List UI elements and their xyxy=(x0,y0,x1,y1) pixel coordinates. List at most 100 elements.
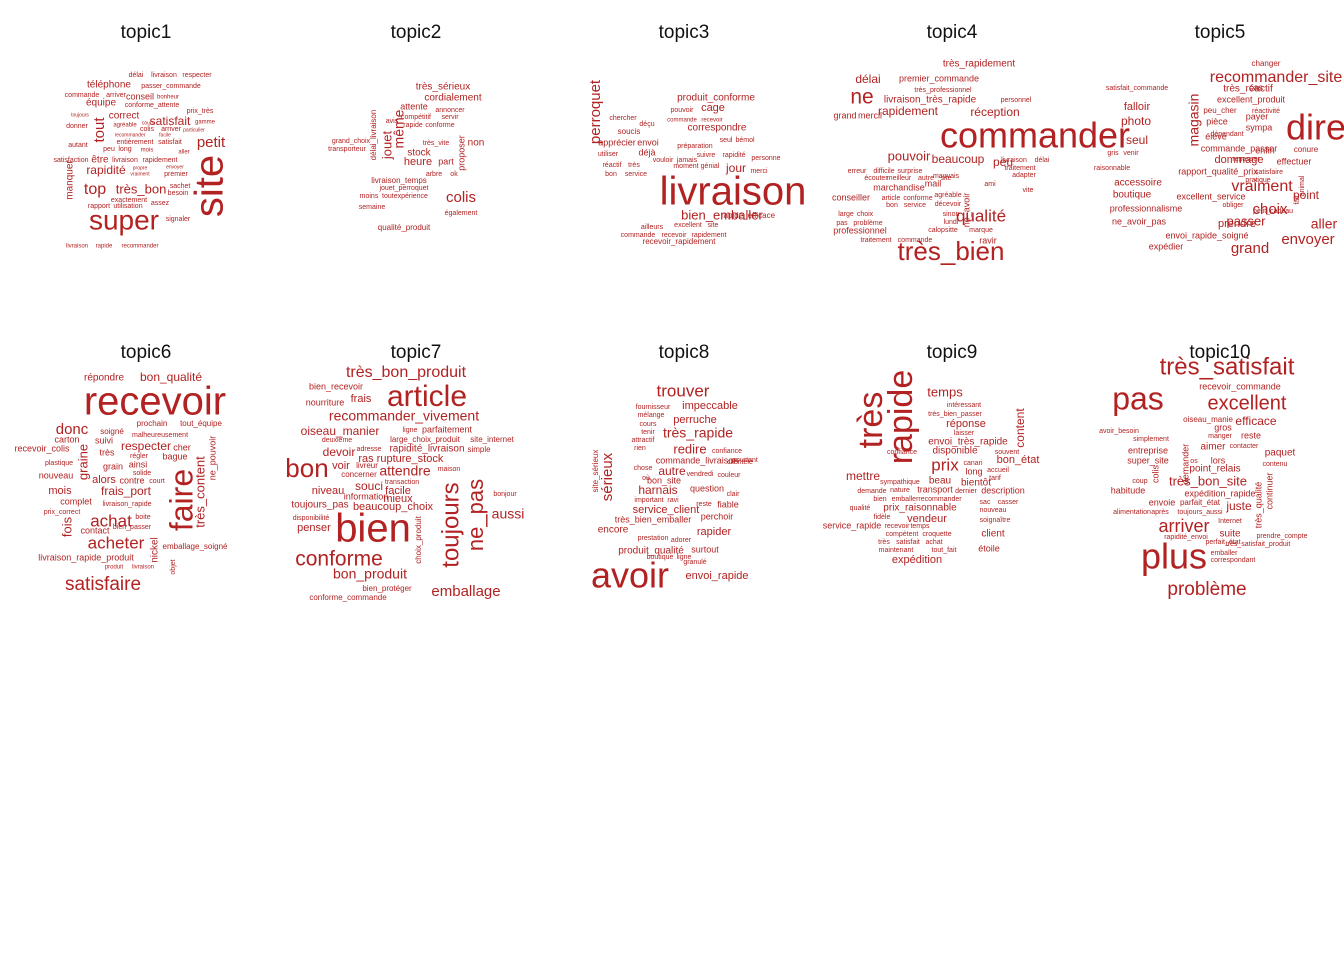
cloud-word: contacter xyxy=(1230,443,1259,450)
cloud-word: bon_état xyxy=(997,454,1040,466)
cloud-word: choix_produit xyxy=(414,515,423,563)
cloud-word: attente xyxy=(400,101,428,111)
cloud-word: perchoir xyxy=(701,511,734,521)
cloud-word: acheter xyxy=(88,533,145,552)
cloud-word: répondre xyxy=(84,373,124,384)
cloud-word: utilisation xyxy=(113,203,142,210)
cloud-word: tarif xyxy=(989,475,1001,482)
cloud-word: bémol xyxy=(735,137,755,144)
cloud-word: efficace xyxy=(1235,414,1276,428)
cloud-word: chose xyxy=(634,465,653,472)
cloud-word: toujours xyxy=(437,482,464,567)
cloud-word: marchandise xyxy=(873,182,925,192)
cloud-word: recevoir_commande xyxy=(1199,381,1281,391)
cloud-word: très_sérieux xyxy=(416,82,470,93)
cloud-word: Internet xyxy=(1218,518,1242,525)
cloud-word: frais_port xyxy=(101,484,152,498)
cloud-word: bonjour xyxy=(493,491,517,498)
cloud-word: alimentation xyxy=(1113,509,1151,516)
cloud-word: toujours xyxy=(71,112,89,118)
cloud-word: sérieux xyxy=(599,452,616,501)
cloud-word: important xyxy=(634,497,663,504)
cloud-word: seul xyxy=(720,137,733,144)
cloud-word: bon xyxy=(285,453,328,483)
cloud-word: repasser xyxy=(1232,156,1260,163)
cloud-word: plus xyxy=(1141,536,1207,577)
cloud-word: ne_pouvoir xyxy=(207,436,217,481)
topic-panel-6: recevoir faire achat acheter satisfaire donc r… xyxy=(12,320,280,640)
cloud-word: perfait_état xyxy=(1205,539,1240,546)
cloud-word: recommander_site xyxy=(1210,69,1343,86)
cloud-word: gris xyxy=(1107,150,1119,157)
cloud-word: carton xyxy=(54,434,79,444)
cloud-word: ligne xyxy=(403,427,418,434)
cloud-word: recevoir xyxy=(885,523,911,530)
cloud-word: vendeur xyxy=(907,513,947,525)
cloud-word: peu_cher xyxy=(1203,106,1237,115)
cloud-word: nouveau xyxy=(980,507,1007,514)
topic-title: topic3 xyxy=(658,22,710,43)
cloud-word: ne_pas xyxy=(463,479,488,551)
cloud-word: très_bon xyxy=(116,181,167,196)
cloud-word: correct xyxy=(109,111,140,122)
cloud-word: prix xyxy=(931,455,959,474)
cloud-word: problème xyxy=(853,220,882,227)
cloud-word: long xyxy=(965,466,982,476)
cloud-word: grand xyxy=(833,110,856,120)
cloud-word: ravir xyxy=(979,235,997,245)
cloud-word: être xyxy=(91,155,109,166)
cloud-word: très_bien_passer xyxy=(928,411,982,418)
cloud-word: agréable xyxy=(934,192,961,199)
cloud-word: article xyxy=(882,195,901,202)
cloud-word: livraison xyxy=(1001,157,1027,164)
cloud-word: rien xyxy=(634,445,646,452)
cloud-word: vraiment xyxy=(1231,178,1293,195)
cloud-word: très_content xyxy=(192,456,207,528)
cloud-word: facile xyxy=(385,485,411,497)
cloud-word: lundi xyxy=(944,219,959,226)
cloud-word: part xyxy=(438,156,454,166)
cloud-word: vendredi xyxy=(687,471,714,478)
cloud-word: maison xyxy=(438,466,461,473)
cloud-word: commander xyxy=(940,115,1130,156)
cloud-word: prochain xyxy=(137,419,168,428)
topic-panel-5: dire recommander_site vraiment choix grand en… xyxy=(1086,0,1344,320)
cloud-word: autre xyxy=(918,175,934,182)
cloud-word: sympathique xyxy=(880,479,920,486)
cloud-word: recevoir xyxy=(84,380,226,424)
cloud-word: grain xyxy=(103,461,123,471)
cloud-word: satisfait xyxy=(158,139,182,146)
cloud-word: bon_produit xyxy=(333,566,407,582)
cloud-word: achat xyxy=(90,511,132,530)
cloud-word: après xyxy=(1151,509,1169,516)
cloud-word: commande xyxy=(667,118,697,124)
cloud-word: également xyxy=(445,210,478,217)
cloud-word: conseil xyxy=(126,91,154,101)
cloud-word: manquer xyxy=(65,160,76,200)
cloud-word: besoin xyxy=(168,190,189,197)
cloud-word: site xyxy=(941,175,952,182)
cloud-word: produit_conforme xyxy=(677,93,755,104)
cloud-word: cours xyxy=(639,421,657,428)
cloud-word: mois xyxy=(141,148,154,154)
cloud-word: très_vite xyxy=(423,140,450,147)
cloud-word: venir xyxy=(1123,150,1139,157)
cloud-word: signaler xyxy=(166,216,191,223)
cloud-word: autant xyxy=(68,142,88,149)
cloud-word: manger xyxy=(1208,433,1232,440)
cloud-word: délai_livraison xyxy=(369,110,378,161)
cloud-word: recevoir_rapidement xyxy=(643,237,717,246)
cloud-word: compétent xyxy=(886,531,919,538)
word-cloud: recevoir faire achat acheter satisfaire donc r… xyxy=(12,320,280,640)
cloud-word: bon xyxy=(605,171,617,178)
cloud-word: excellent xyxy=(674,222,702,229)
cloud-word: conforme_commande xyxy=(309,593,387,602)
cloud-word: très xyxy=(852,392,890,449)
cloud-word: vraiment xyxy=(130,171,150,177)
cloud-word: livraison_très_rapide xyxy=(884,95,977,106)
cloud-word: boutique xyxy=(647,554,674,561)
cloud-word: vouloir xyxy=(653,157,674,164)
cloud-word: temps xyxy=(927,384,963,399)
cloud-word: simple xyxy=(467,445,491,454)
cloud-word: qualité xyxy=(850,505,871,512)
